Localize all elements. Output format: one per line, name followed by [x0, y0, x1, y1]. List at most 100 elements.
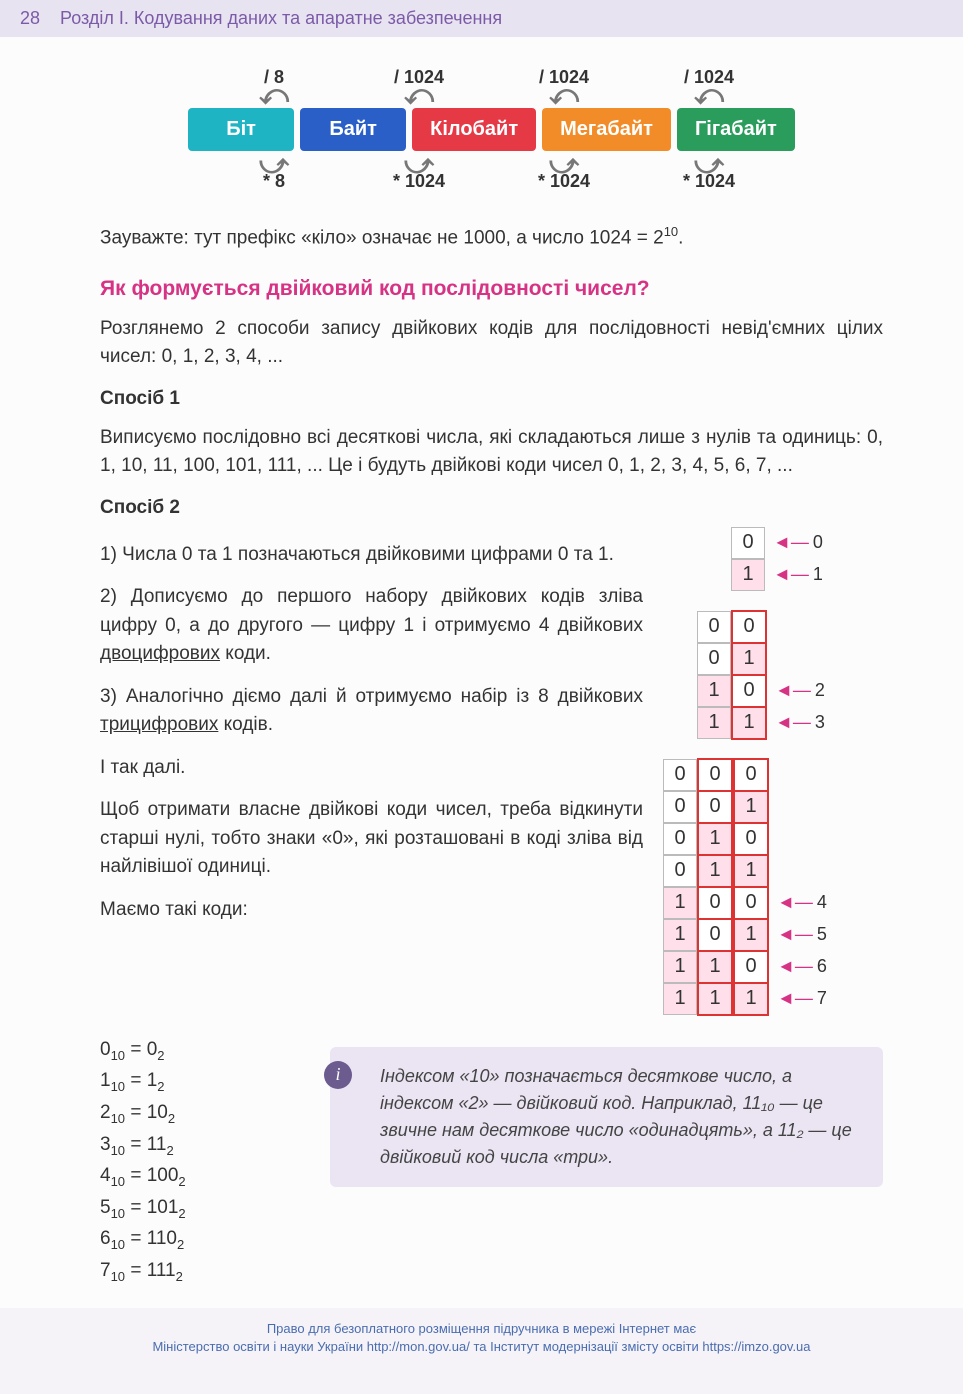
- code-cell: 1: [663, 951, 697, 983]
- code-cell: 0: [697, 643, 731, 675]
- table-row: 010: [663, 823, 883, 855]
- info-text: Індексом «10» позначається десяткове чис…: [380, 1066, 852, 1167]
- method2-step2: 2) Дописуємо до першого набору двійкових…: [100, 583, 643, 669]
- table-row: 100◄—4: [663, 887, 883, 919]
- note-text: Зауважте: тут префікс «кіло» означає не …: [100, 227, 664, 248]
- divide-label: / 1024⤺: [359, 67, 479, 102]
- method1-text: Виписуємо послідовно всі десяткові числа…: [100, 424, 883, 481]
- table-row: 11 ◄—3: [663, 707, 883, 739]
- arrow-note: ◄—3: [775, 712, 825, 733]
- footer-line1: Право для безоплатного розміщення підруч…: [40, 1320, 923, 1338]
- table-row: 110◄—6: [663, 951, 883, 983]
- units-diagram: / 8⤺ / 1024⤺ / 1024⤺ / 1024⤺ БітБайтКілобай…: [172, 67, 812, 192]
- arrow-note: ◄—0: [773, 532, 823, 553]
- divide-label: / 1024⤺: [504, 67, 624, 102]
- unit-box: Мегабайт: [542, 108, 671, 151]
- codes-list: 010 = 02110 = 12210 = 102310 = 112410 = …: [100, 1035, 300, 1288]
- page-header: 28 Розділ І. Кодування даних та апаратне…: [0, 0, 963, 37]
- code-cell: 0: [697, 886, 733, 920]
- code-cell: 0: [663, 791, 697, 823]
- code-line: 010 = 02: [100, 1035, 300, 1067]
- info-box: i Індексом «10» позначається десяткове ч…: [330, 1047, 883, 1187]
- divide-label: / 1024⤺: [649, 67, 769, 102]
- code-cell: 0: [697, 918, 733, 952]
- table-row: 111◄—7: [663, 983, 883, 1015]
- arrow-note: ◄—6: [777, 956, 827, 977]
- code-line: 310 = 112: [100, 1130, 300, 1162]
- table-row: 01: [663, 643, 883, 675]
- code-cell: 1: [697, 822, 733, 856]
- code-cell: 1: [697, 707, 731, 739]
- code-cell: 1: [663, 919, 697, 951]
- code-cell: 0: [697, 611, 731, 643]
- code-cell: 0: [663, 823, 697, 855]
- table-row: 011: [663, 855, 883, 887]
- code-line: 510 = 1012: [100, 1193, 300, 1225]
- unit-box: Байт: [300, 108, 406, 151]
- unit-box: Гігабайт: [677, 108, 795, 151]
- arrow-note: ◄—4: [777, 892, 827, 913]
- code-cell: 1: [733, 982, 769, 1016]
- note-prefix-text: Зауважте: тут префікс «кіло» означає не …: [100, 222, 883, 253]
- code-tables: 0◄—01◄—1 000110◄—211◄—3 000001010011100◄…: [663, 527, 883, 1035]
- multiply-label: ⤻* 1024: [504, 157, 624, 192]
- code-cell: 0: [733, 950, 769, 984]
- arrow-note: ◄—2: [775, 680, 825, 701]
- code-cell: 1: [733, 854, 769, 888]
- method2-step3: 3) Аналогічно діємо далі й отримуємо наб…: [100, 683, 643, 740]
- page-content: / 8⤺ / 1024⤺ / 1024⤺ / 1024⤺ БітБайтКілобай…: [0, 37, 963, 1308]
- code-cell: 1: [731, 559, 765, 591]
- table-row: 1 ◄—1: [663, 559, 883, 591]
- divide-label: / 8⤺: [214, 67, 334, 102]
- method2-cont: І так далі.: [100, 754, 643, 783]
- code-cell: 1: [697, 675, 731, 707]
- table-row: 10 ◄—2: [663, 675, 883, 707]
- arrow-note: ◄—1: [773, 564, 823, 585]
- method2-step1: 1) Числа 0 та 1 позначаються двійковими …: [100, 541, 643, 570]
- table-row: 0 ◄—0: [663, 527, 883, 559]
- footer-line2: Міністерство освіти і науки України http…: [40, 1338, 923, 1356]
- code-cell: 1: [663, 887, 697, 919]
- multiply-label: ⤻* 1024: [359, 157, 479, 192]
- multiply-label: ⤻* 8: [214, 157, 334, 192]
- unit-box: Кілобайт: [412, 108, 536, 151]
- table-row: 000: [663, 759, 883, 791]
- code-line: 210 = 102: [100, 1098, 300, 1130]
- code-cell: 0: [731, 527, 765, 559]
- method2-title: Спосіб 2: [100, 497, 883, 519]
- code-line: 710 = 1112: [100, 1256, 300, 1288]
- code-cell: 1: [697, 854, 733, 888]
- code-cell: 0: [663, 759, 697, 791]
- code-cell: 1: [697, 982, 733, 1016]
- code-cell: 0: [697, 758, 733, 792]
- code-cell: 0: [697, 790, 733, 824]
- codes-intro: Маємо такі коди:: [100, 896, 643, 925]
- method2-explain: Щоб отримати власне двійкові коди чисел,…: [100, 796, 643, 882]
- code-cell: 0: [733, 886, 769, 920]
- table-row: 101 ◄—5: [663, 919, 883, 951]
- code-cell: 0: [733, 822, 769, 856]
- multiply-label: ⤻* 1024: [649, 157, 769, 192]
- method1-title: Спосіб 1: [100, 388, 883, 410]
- footer: Право для безоплатного розміщення підруч…: [0, 1308, 963, 1368]
- code-line: 610 = 1102: [100, 1224, 300, 1256]
- code-cell: 1: [733, 790, 769, 824]
- code-cell: 0: [731, 674, 767, 708]
- arrow-note: ◄—5: [777, 924, 827, 945]
- code-cell: 1: [663, 983, 697, 1015]
- code-cell: 1: [733, 918, 769, 952]
- code-line: 410 = 1002: [100, 1161, 300, 1193]
- code-cell: 1: [731, 706, 767, 740]
- code-cell: 1: [697, 950, 733, 984]
- code-cell: 0: [663, 855, 697, 887]
- unit-box: Біт: [188, 108, 294, 151]
- code-line: 110 = 12: [100, 1066, 300, 1098]
- info-icon: i: [324, 1061, 352, 1089]
- page-number: 28: [20, 8, 40, 29]
- section-title: Розділ І. Кодування даних та апаратне за…: [60, 8, 502, 29]
- code-cell: 0: [733, 758, 769, 792]
- section-heading: Як формується двійковий код послідовност…: [100, 277, 883, 301]
- note-exp: 10: [664, 224, 678, 239]
- table-row: 00: [663, 611, 883, 643]
- intro-text: Розглянемо 2 способи запису двійкових ко…: [100, 315, 883, 372]
